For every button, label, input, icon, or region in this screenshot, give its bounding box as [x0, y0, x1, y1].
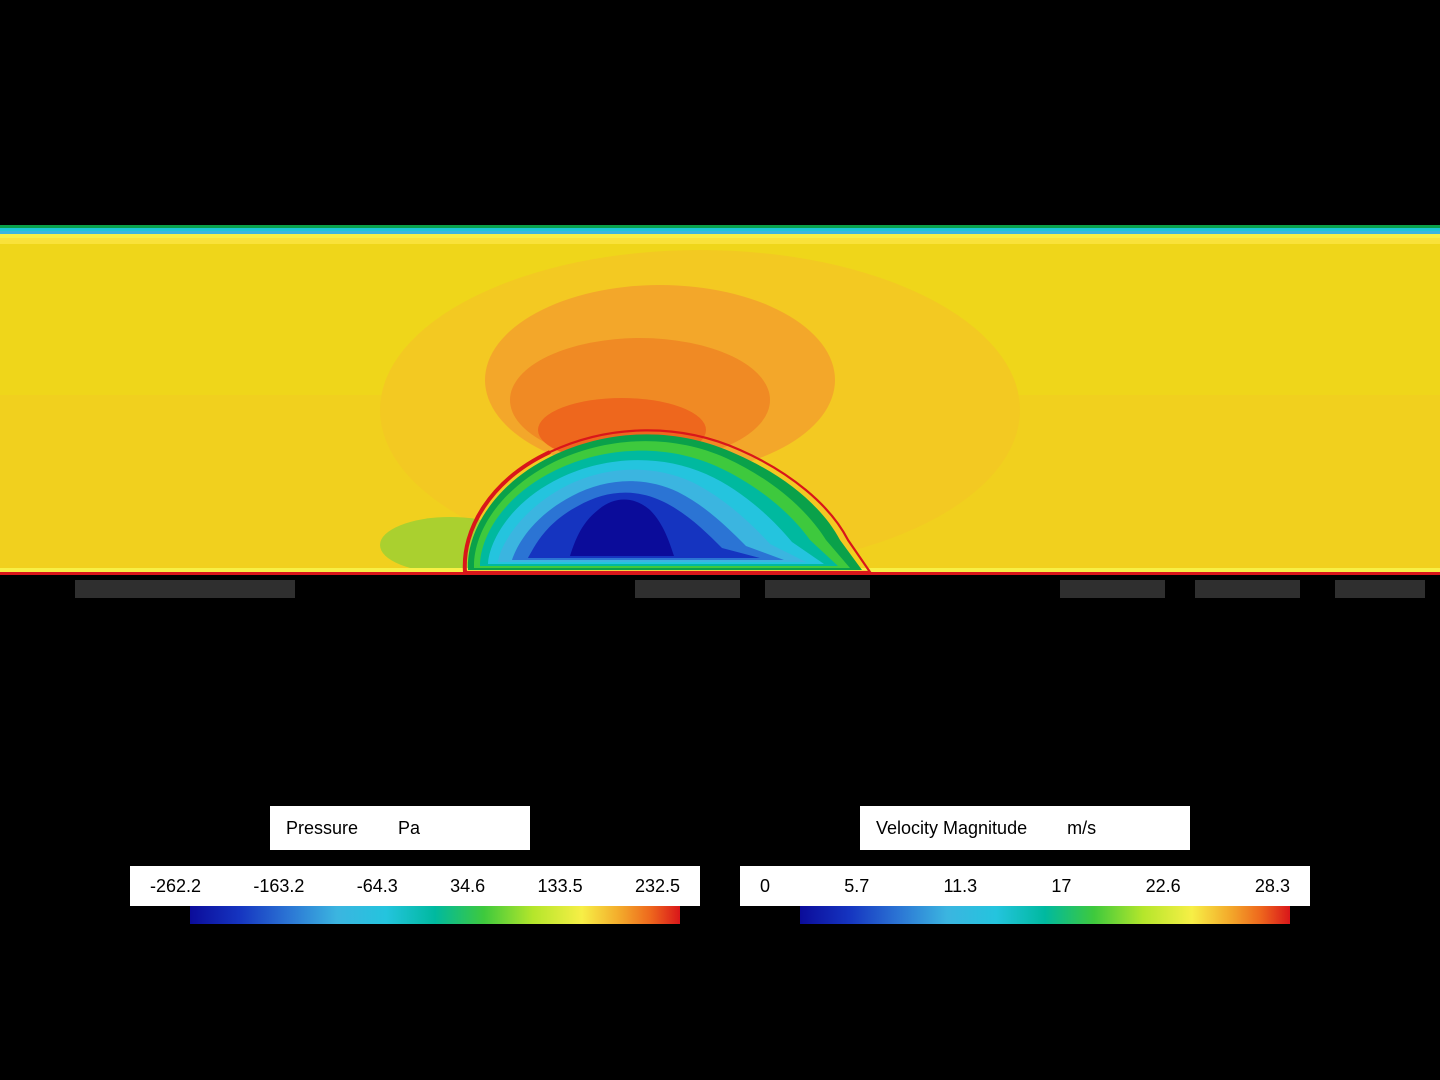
watermark-segment — [1060, 580, 1165, 598]
velocity-legend-colorbar — [800, 906, 1290, 924]
pressure-legend-colorbar — [190, 906, 680, 924]
legV-tick: 0 — [760, 876, 770, 897]
velocity-legend-title-box: Velocity Magnitude m/s — [860, 806, 1190, 850]
legP-tick: 133.5 — [538, 876, 583, 897]
pressure-legend-title: Pressure — [286, 818, 358, 839]
watermark-segment — [765, 580, 870, 598]
watermark-segment — [75, 580, 295, 598]
legV-tick: 28.3 — [1255, 876, 1290, 897]
legP-tick: -163.2 — [253, 876, 304, 897]
legP-tick: 232.5 — [635, 876, 680, 897]
legP-tick: -262.2 — [150, 876, 201, 897]
pressure-legend-title-box: Pressure Pa — [270, 806, 530, 850]
velocity-legend-title: Velocity Magnitude — [876, 818, 1027, 839]
watermark-segment — [1195, 580, 1300, 598]
legV-tick: 11.3 — [943, 876, 977, 897]
watermark-segment — [1335, 580, 1425, 598]
cfd-viewport: Pressure Pa -262.2 -163.2 -64.3 34.6 133.5 23… — [0, 0, 1440, 1080]
legP-tick: 34.6 — [450, 876, 485, 897]
pressure-legend-ticks: -262.2 -163.2 -64.3 34.6 133.5 232.5 — [130, 866, 700, 906]
legP-tick: -64.3 — [357, 876, 398, 897]
velocity-legend-ticks: 0 5.7 11.3 17 22.6 28.3 — [740, 866, 1310, 906]
legV-tick: 22.6 — [1146, 876, 1181, 897]
legV-tick: 5.7 — [844, 876, 869, 897]
pressure-legend-unit: Pa — [398, 818, 420, 839]
watermark-segment — [635, 580, 740, 598]
legV-tick: 17 — [1051, 876, 1071, 897]
velocity-legend-unit: m/s — [1067, 818, 1096, 839]
